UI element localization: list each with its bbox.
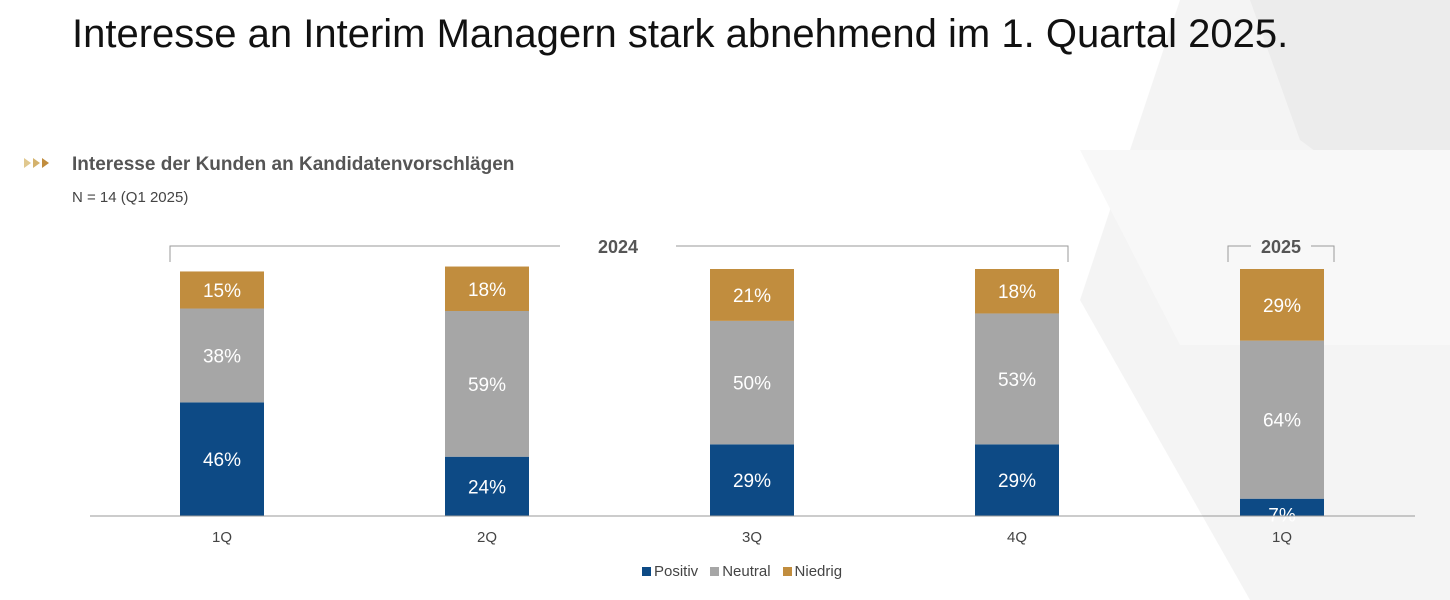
x-tick-label-3: 3Q [742,529,762,546]
bar-stack-3: 29% 50% 21% [710,269,794,516]
x-tick-label-2: 2Q [477,529,497,546]
legend-swatch-niedrig [782,567,792,576]
data-label-niedrig-4: 18% [998,282,1036,303]
legend-item-neutral: Neutral [710,563,771,580]
data-label-niedrig-5: 29% [1263,296,1301,317]
bar-segment-niedrig-2 [445,266,529,311]
data-label-neutral-5: 64% [1263,411,1301,432]
data-label-positiv-3: 29% [733,471,771,492]
chart-subtitle: Interesse der Kunden an Kandidatenvorsch… [72,154,515,175]
bar-segment-positiv-2 [445,456,529,516]
x-tick-label-5: 1Q [1272,529,1292,546]
bar-stack-5: 7%64%29% [1240,269,1324,526]
legend-label-positiv: Positiv [654,563,699,580]
bar-segment-niedrig-3 [710,269,794,321]
bar-segment-positiv-3 [710,444,794,516]
legend-label-niedrig: Niedrig [794,563,843,580]
group-label-2024: 2024 [598,237,638,257]
sample-size-note: N = 14 (Q1 2025) [72,189,189,206]
data-label-neutral-1: 38% [203,346,241,367]
data-label-positiv-4: 29% [998,471,1036,492]
x-tick-label-4: 4Q [1007,529,1027,546]
bar-segment-niedrig-4 [975,269,1059,314]
legend-item-positiv: Positiv [642,563,698,580]
legend-swatch-positiv [642,567,651,576]
x-tick-labels: 1Q 2Q 3Q 4Q 1Q [212,529,1292,546]
data-label-positiv-1: 46% [203,450,241,471]
triple-arrow-icon [24,158,49,168]
legend: Positiv Neutral Niedrig [642,563,842,580]
bar-segment-neutral-3 [710,320,794,445]
group-bracket-2025 [1227,245,1335,262]
data-label-neutral-4: 53% [998,370,1036,391]
bar-segment-positiv-4 [975,444,1059,516]
legend-item-niedrig: Niedrig [782,563,843,580]
bar-stack-4: 29% 53% 18% [975,269,1059,516]
bar-segment-niedrig-1 [180,271,264,309]
group-bracket-2024 [169,245,1069,262]
legend-swatch-neutral [710,567,720,576]
data-label-niedrig-1: 15% [203,281,241,302]
bar-stack-2: 24% 59% 18% [445,266,529,516]
bar-segment-neutral-4 [975,313,1059,445]
data-label-positiv-2: 24% [468,477,506,498]
x-tick-label-1: 1Q [212,529,232,546]
page-title: Interesse an Interim Managern stark abne… [72,12,1289,56]
data-label-niedrig-3: 21% [733,286,771,307]
bar-segment-neutral-1 [180,308,264,403]
bar-segment-niedrig-5 [1240,269,1324,341]
data-label-neutral-3: 50% [733,374,771,395]
data-label-niedrig-2: 18% [468,280,506,301]
bar-series: 46%38%15%24%59%18%29%50%21%29%53%18%7%64… [180,266,1324,526]
group-label-2025: 2025 [1261,237,1301,257]
bar-segment-neutral-5 [1240,340,1324,499]
data-label-neutral-2: 59% [468,375,506,396]
year-brackets: 2024 2025 [169,237,1335,262]
bar-segment-positiv-5 [1240,498,1324,516]
legend-label-neutral: Neutral [722,563,771,580]
bar-segment-neutral-2 [445,310,529,457]
bar-segment-positiv-1 [180,402,264,516]
bar-stack-1: 46% 38% 15% [180,271,264,516]
